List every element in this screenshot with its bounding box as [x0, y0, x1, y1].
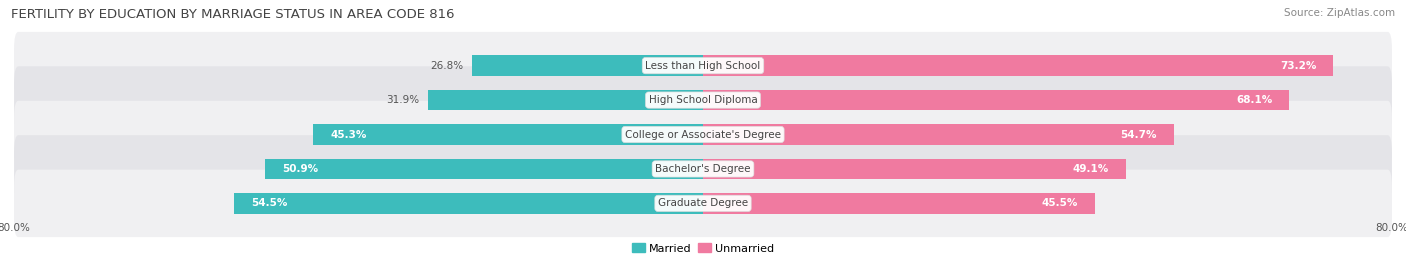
Text: 26.8%: 26.8% [430, 61, 464, 71]
Text: 73.2%: 73.2% [1279, 61, 1316, 71]
Bar [429, 90, 703, 110]
Bar [703, 193, 1095, 214]
FancyBboxPatch shape [14, 66, 1392, 134]
Text: FERTILITY BY EDUCATION BY MARRIAGE STATUS IN AREA CODE 816: FERTILITY BY EDUCATION BY MARRIAGE STATU… [11, 8, 454, 21]
Bar [233, 193, 703, 214]
Bar [264, 159, 703, 179]
FancyBboxPatch shape [14, 101, 1392, 168]
Bar [703, 159, 1126, 179]
Text: High School Diploma: High School Diploma [648, 95, 758, 105]
Bar [314, 124, 703, 145]
Text: 31.9%: 31.9% [387, 95, 419, 105]
Text: Bachelor's Degree: Bachelor's Degree [655, 164, 751, 174]
Text: 50.9%: 50.9% [281, 164, 318, 174]
Text: Less than High School: Less than High School [645, 61, 761, 71]
Bar [703, 55, 1333, 76]
FancyBboxPatch shape [14, 170, 1392, 237]
Bar [703, 90, 1289, 110]
Text: 49.1%: 49.1% [1073, 164, 1108, 174]
FancyBboxPatch shape [14, 135, 1392, 203]
FancyBboxPatch shape [14, 32, 1392, 99]
Text: Graduate Degree: Graduate Degree [658, 198, 748, 208]
Text: College or Associate's Degree: College or Associate's Degree [626, 129, 780, 140]
Bar [472, 55, 703, 76]
Text: 54.7%: 54.7% [1121, 129, 1157, 140]
Bar [703, 124, 1174, 145]
Text: 54.5%: 54.5% [250, 198, 287, 208]
Text: 68.1%: 68.1% [1236, 95, 1272, 105]
Text: 45.5%: 45.5% [1042, 198, 1077, 208]
Text: 45.3%: 45.3% [330, 129, 367, 140]
Legend: Married, Unmarried: Married, Unmarried [627, 239, 779, 258]
Text: Source: ZipAtlas.com: Source: ZipAtlas.com [1284, 8, 1395, 18]
